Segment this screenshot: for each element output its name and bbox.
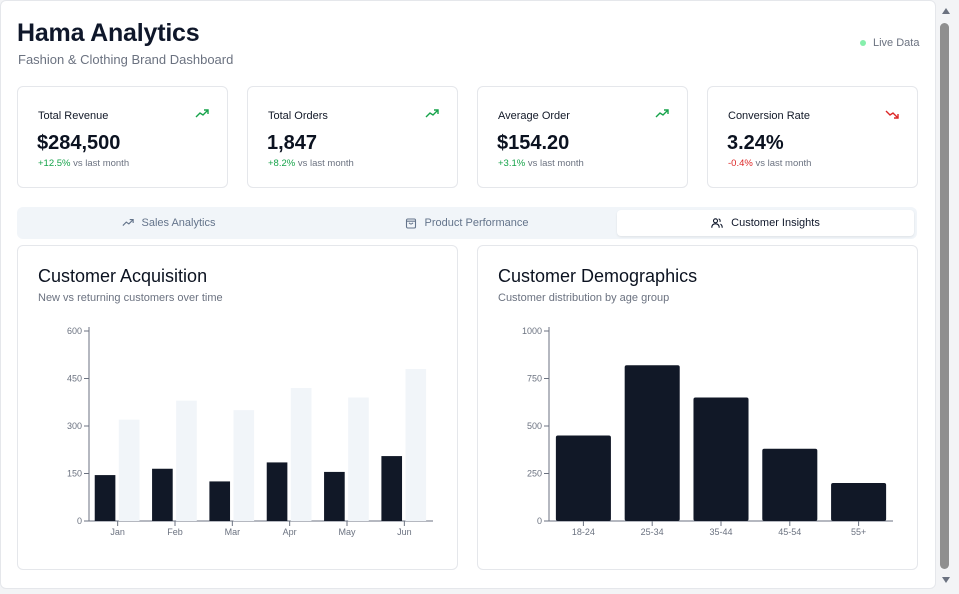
tab-label: Product Performance xyxy=(424,217,529,229)
chart-title: Customer Acquisition xyxy=(38,266,208,286)
trending-down-icon xyxy=(885,110,899,119)
customer-demographics-chart: 0 250 500 750 1000 18-24 25-34 35-44 45-54 55+ xyxy=(522,326,893,537)
tab-sales-analytics[interactable]: Sales Analytics xyxy=(20,210,317,236)
scroll-down-icon[interactable] xyxy=(942,577,950,583)
stat-value: 1,847 xyxy=(267,132,318,154)
stat-change-suffix: vs last month xyxy=(527,158,584,169)
bar xyxy=(624,365,680,521)
y-tick-label: 0 xyxy=(77,516,82,526)
stat-card-average-order: Average Order $154.20 +3.1% vs last mont… xyxy=(477,86,688,188)
stat-label: Total Revenue xyxy=(38,110,109,122)
tab-label: Sales Analytics xyxy=(141,217,216,229)
trending-up-icon xyxy=(655,109,669,118)
live-indicator: Live Data xyxy=(860,37,919,49)
stat-change-value: +3.1% xyxy=(498,158,526,169)
y-tick-label: 150 xyxy=(67,469,82,479)
tab-bar: Sales Analytics Product Performance Cust… xyxy=(17,207,917,239)
stat-card-revenue: Total Revenue $284,500 +12.5% vs last mo… xyxy=(17,86,228,188)
x-tick-label: 55+ xyxy=(851,527,866,537)
scrollbar-thumb[interactable] xyxy=(940,23,949,569)
y-tick-label: 500 xyxy=(527,421,542,431)
customer-acquisition-chart: 0 150 300 450 600 Jan Feb Mar Apr May Jun xyxy=(67,326,433,537)
stat-change: +8.2% vs last month xyxy=(268,158,354,169)
bar-returning xyxy=(348,397,369,521)
stat-change-suffix: vs last month xyxy=(73,158,130,169)
x-tick-label: Jun xyxy=(397,527,412,537)
stat-card-conversion: Conversion Rate 3.24% -0.4% vs last mont… xyxy=(707,86,918,188)
x-tick-label: 35-44 xyxy=(709,527,732,537)
customer-acquisition-panel: Customer Acquisition New vs returning cu… xyxy=(17,245,458,570)
bar-new xyxy=(94,475,116,521)
stat-change-value: +8.2% xyxy=(268,158,296,169)
x-tick-label: 25-34 xyxy=(641,527,664,537)
stat-change: +3.1% vs last month xyxy=(498,158,584,169)
chart-title: Customer Demographics xyxy=(498,266,698,286)
y-tick-label: 750 xyxy=(527,374,542,384)
x-tick-label: May xyxy=(338,527,356,537)
bar-new xyxy=(209,481,231,521)
stat-change: -0.4% vs last month xyxy=(728,158,811,169)
x-tick-label: Mar xyxy=(225,527,241,537)
live-label: Live Data xyxy=(873,37,920,49)
stat-value: $154.20 xyxy=(497,132,570,154)
page-subtitle: Fashion & Clothing Brand Dashboard xyxy=(18,52,234,67)
tab-label: Customer Insights xyxy=(731,217,820,229)
x-tick-label: Feb xyxy=(167,527,183,537)
dashboard-frame: Hama Analytics Fashion & Clothing Brand … xyxy=(0,0,936,589)
stat-card-orders: Total Orders 1,847 +8.2% vs last month xyxy=(247,86,458,188)
x-tick-label: 45-54 xyxy=(778,527,801,537)
y-tick-label: 250 xyxy=(527,469,542,479)
page-title: Hama Analytics xyxy=(17,19,200,47)
stat-change-value: -0.4% xyxy=(728,158,753,169)
stat-change-suffix: vs last month xyxy=(297,158,354,169)
bar-returning xyxy=(118,419,140,521)
y-tick-label: 1000 xyxy=(522,326,542,336)
bar xyxy=(762,448,818,521)
y-tick-label: 450 xyxy=(67,374,82,384)
stat-label: Average Order xyxy=(498,110,570,122)
stat-label: Conversion Rate xyxy=(728,110,810,122)
scroll-up-icon[interactable] xyxy=(942,8,950,14)
tab-product-performance[interactable]: Product Performance xyxy=(318,210,615,236)
bar xyxy=(693,397,749,521)
live-dot-icon xyxy=(860,40,866,46)
x-tick-label: 18-24 xyxy=(572,527,595,537)
y-tick-label: 300 xyxy=(67,421,82,431)
bar-new xyxy=(381,456,403,521)
trending-up-icon xyxy=(121,219,134,226)
shopping-bag-icon xyxy=(405,218,416,229)
stat-value: 3.24% xyxy=(727,132,784,154)
x-tick-label: Jan xyxy=(110,527,125,537)
tab-customer-insights[interactable]: Customer Insights xyxy=(617,210,914,236)
bar xyxy=(831,483,887,521)
stat-change: +12.5% vs last month xyxy=(38,158,129,169)
y-tick-label: 0 xyxy=(537,516,542,526)
bar-new xyxy=(266,462,288,521)
stat-value: $284,500 xyxy=(37,132,121,154)
bar-returning xyxy=(405,369,427,521)
bar-new xyxy=(152,468,173,521)
scrollbar[interactable] xyxy=(938,0,959,594)
chart-subtitle: New vs returning customers over time xyxy=(38,292,223,304)
stat-label: Total Orders xyxy=(268,110,328,122)
bar xyxy=(555,435,611,521)
stat-change-value: +12.5% xyxy=(38,158,71,169)
bar-returning xyxy=(290,388,312,521)
trending-up-icon xyxy=(425,109,439,118)
x-tick-label: Apr xyxy=(283,527,297,537)
chart-subtitle: Customer distribution by age group xyxy=(498,292,670,304)
bar-returning xyxy=(233,410,255,521)
customer-demographics-panel: Customer Demographics Customer distribut… xyxy=(477,245,918,570)
y-tick-label: 600 xyxy=(67,326,82,336)
bar-returning xyxy=(176,400,197,521)
trending-up-icon xyxy=(195,109,209,118)
bar-new xyxy=(324,471,345,521)
users-icon xyxy=(711,218,723,228)
stat-change-suffix: vs last month xyxy=(755,158,812,169)
